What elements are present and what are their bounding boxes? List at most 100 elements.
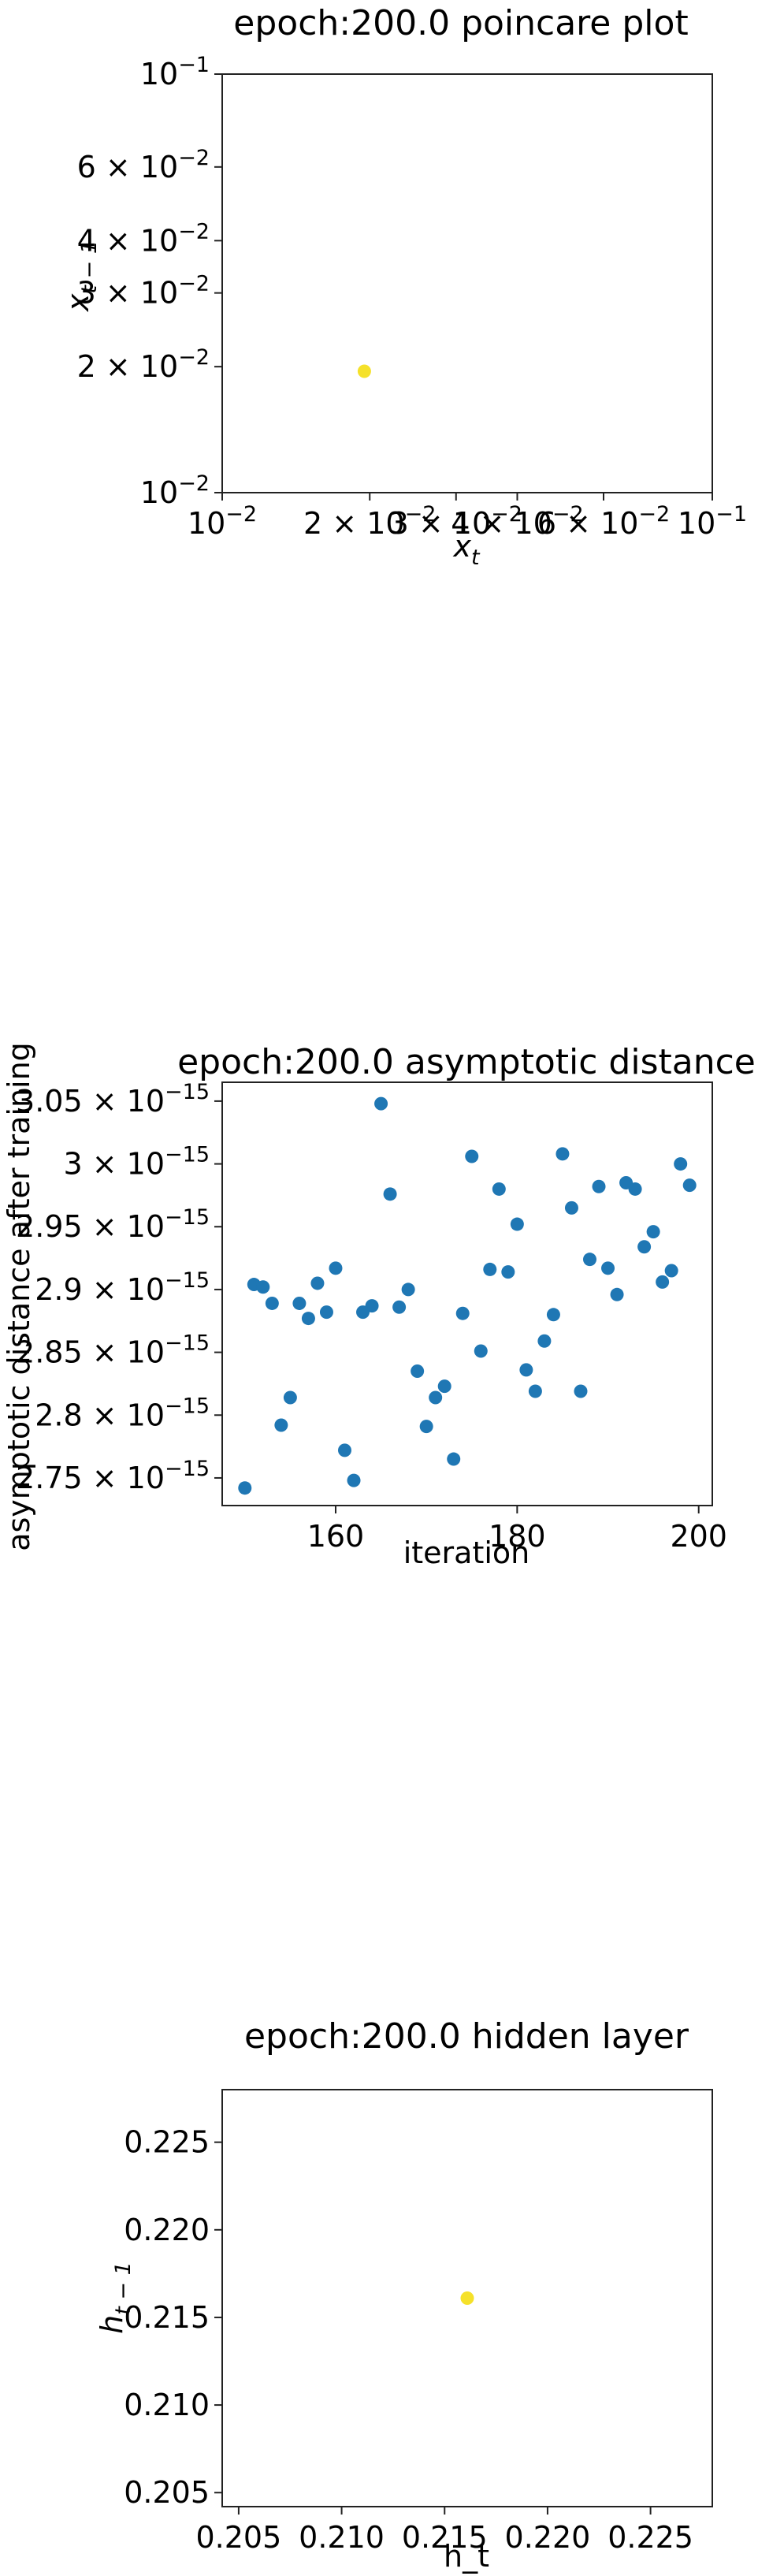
- x-tick-label-mantissa: 6 ×: [537, 506, 600, 541]
- data-point: [419, 1420, 433, 1434]
- y-tick-label-mantissa: 3 ×: [63, 1147, 126, 1182]
- x-tick-label-base: 10: [366, 506, 404, 541]
- data-point: [501, 1265, 515, 1279]
- data-point: [492, 1182, 506, 1196]
- data-point: [338, 1443, 351, 1457]
- poincare-plot-x-label-base: x: [452, 529, 471, 564]
- poincare-plot-points: [357, 364, 371, 378]
- x-tick-label: 0.210: [299, 2520, 385, 2555]
- x-tick-label-exponent: −2: [405, 502, 437, 527]
- data-point: [310, 1276, 325, 1290]
- data-point: [682, 1178, 697, 1193]
- data-point: [383, 1187, 397, 1201]
- poincare-plot-y-label-sub: t − 1: [77, 240, 102, 294]
- x-tick-label-exponent: −2: [552, 502, 584, 527]
- x-tick-label-exponent: −1: [715, 502, 747, 527]
- hidden-layer-title: epoch:200.0 hidden layer: [244, 2016, 689, 2057]
- data-point: [347, 1473, 361, 1487]
- data-point: [357, 364, 371, 378]
- data-point: [592, 1179, 606, 1193]
- data-point: [447, 1452, 461, 1466]
- x-tick-label-base: 10: [453, 506, 491, 541]
- x-tick-label: 6 × 10−2: [537, 502, 670, 541]
- x-tick-label-exponent: −2: [491, 502, 522, 527]
- poincare-plot-x-label-sub: t: [471, 545, 481, 570]
- y-tick-label-base: 10: [140, 223, 178, 258]
- y-tick-label-exponent: −2: [178, 471, 210, 496]
- x-tick-label: 0.205: [196, 2520, 282, 2555]
- y-tick-label-mantissa: 2.75 ×: [16, 1461, 127, 1495]
- data-point: [465, 1149, 479, 1163]
- y-tick-label: 2.85 × 10−15: [16, 1331, 210, 1370]
- y-tick-label-exponent: −2: [178, 272, 210, 296]
- y-tick-label-exponent: −2: [178, 146, 210, 170]
- x-tick-label-base: 10: [600, 506, 638, 541]
- y-tick-label-base: 10: [140, 150, 178, 184]
- y-tick-label: 0.205: [124, 2475, 210, 2510]
- hidden-layer-chart: epoch:200.0 hidden layer 0.205 0.210 0.215…: [95, 2016, 713, 2574]
- x-tick-label: 0.215: [402, 2520, 488, 2555]
- y-tick-label-mantissa: 3 ×: [77, 276, 140, 311]
- data-point: [546, 1308, 560, 1322]
- y-tick-label-base: 10: [127, 1147, 165, 1182]
- data-point: [610, 1287, 624, 1301]
- x-tick-label: 10−2: [188, 502, 257, 541]
- x-tick-label-base: 10: [188, 506, 225, 541]
- y-tick-label-exponent: −15: [165, 1331, 210, 1356]
- data-point: [437, 1379, 451, 1394]
- x-tick-label-mantissa: 4 ×: [451, 506, 514, 541]
- data-point: [392, 1300, 407, 1314]
- y-tick-label: 10−1: [140, 53, 210, 91]
- data-point: [283, 1390, 297, 1405]
- asymptotic-distance-plot-area: [221, 1081, 713, 1506]
- x-tick-label-exponent: −2: [638, 502, 670, 527]
- data-point: [583, 1253, 596, 1267]
- y-tick-label-mantissa: 2.85 ×: [16, 1335, 127, 1370]
- data-point: [265, 1296, 279, 1310]
- data-point: [274, 1418, 288, 1432]
- data-point: [646, 1225, 660, 1239]
- y-tick-label-base: 10: [140, 349, 178, 384]
- y-tick-label-mantissa: 2.9 ×: [35, 1272, 126, 1307]
- hidden-layer-x-label: h_t: [444, 2539, 489, 2574]
- data-point: [537, 1334, 552, 1348]
- y-tick-label: 0.215: [124, 2300, 210, 2335]
- x-tick-label-base: 10: [514, 506, 552, 541]
- y-tick-label-exponent: −15: [165, 1143, 210, 1167]
- hidden-layer-y-label: ht − 1: [95, 2261, 136, 2334]
- data-point: [292, 1296, 307, 1310]
- y-tick-label: 3 × 10−15: [63, 1143, 210, 1182]
- data-point: [674, 1157, 688, 1171]
- x-tick-label: 200: [670, 1519, 727, 1554]
- data-point: [664, 1264, 678, 1278]
- hidden-layer-y-label-sub: t − 1: [111, 2261, 136, 2315]
- y-tick-label-base: 10: [140, 57, 178, 91]
- data-point: [374, 1096, 388, 1111]
- data-point: [510, 1217, 524, 1231]
- x-tick-label: 4 × 10−2: [451, 502, 583, 541]
- data-point: [574, 1384, 588, 1398]
- hidden-layer-ticks: 0.205 0.210 0.215 0.220 0.225 0.205 0.210 0.215…: [124, 2125, 693, 2555]
- poincare-plot-y-label-base: x: [61, 293, 95, 312]
- y-tick-label: 2.95 × 10−15: [16, 1205, 210, 1244]
- y-tick-label-exponent: −1: [178, 53, 210, 77]
- y-tick-label: 2.8 × 10−15: [35, 1394, 210, 1432]
- x-tick-label-mantissa: 2 ×: [303, 506, 366, 541]
- x-tick-label: 2 × 10−2: [303, 502, 436, 541]
- data-point: [564, 1201, 578, 1215]
- y-tick-label-mantissa: 2 ×: [77, 349, 140, 384]
- y-tick-label-mantissa: 4 ×: [77, 223, 140, 258]
- y-tick-label-exponent: −15: [165, 1268, 210, 1293]
- asymptotic-distance-title: epoch:200.0 asymptotic distance: [177, 1042, 756, 1082]
- hidden-layer-points: [460, 2291, 474, 2305]
- y-tick-label: 0.220: [124, 2213, 210, 2247]
- data-point: [637, 1240, 652, 1254]
- asymptotic-distance-y-label: asymptotic distance after training: [2, 1042, 36, 1551]
- asymptotic-distance-x-label: iteration: [403, 1536, 530, 1570]
- x-tick-label: 160: [307, 1519, 365, 1554]
- x-tick-label-exponent: −2: [225, 502, 257, 527]
- hidden-layer-y-label-base: h: [95, 2315, 129, 2334]
- y-tick-label-base: 10: [127, 1461, 165, 1495]
